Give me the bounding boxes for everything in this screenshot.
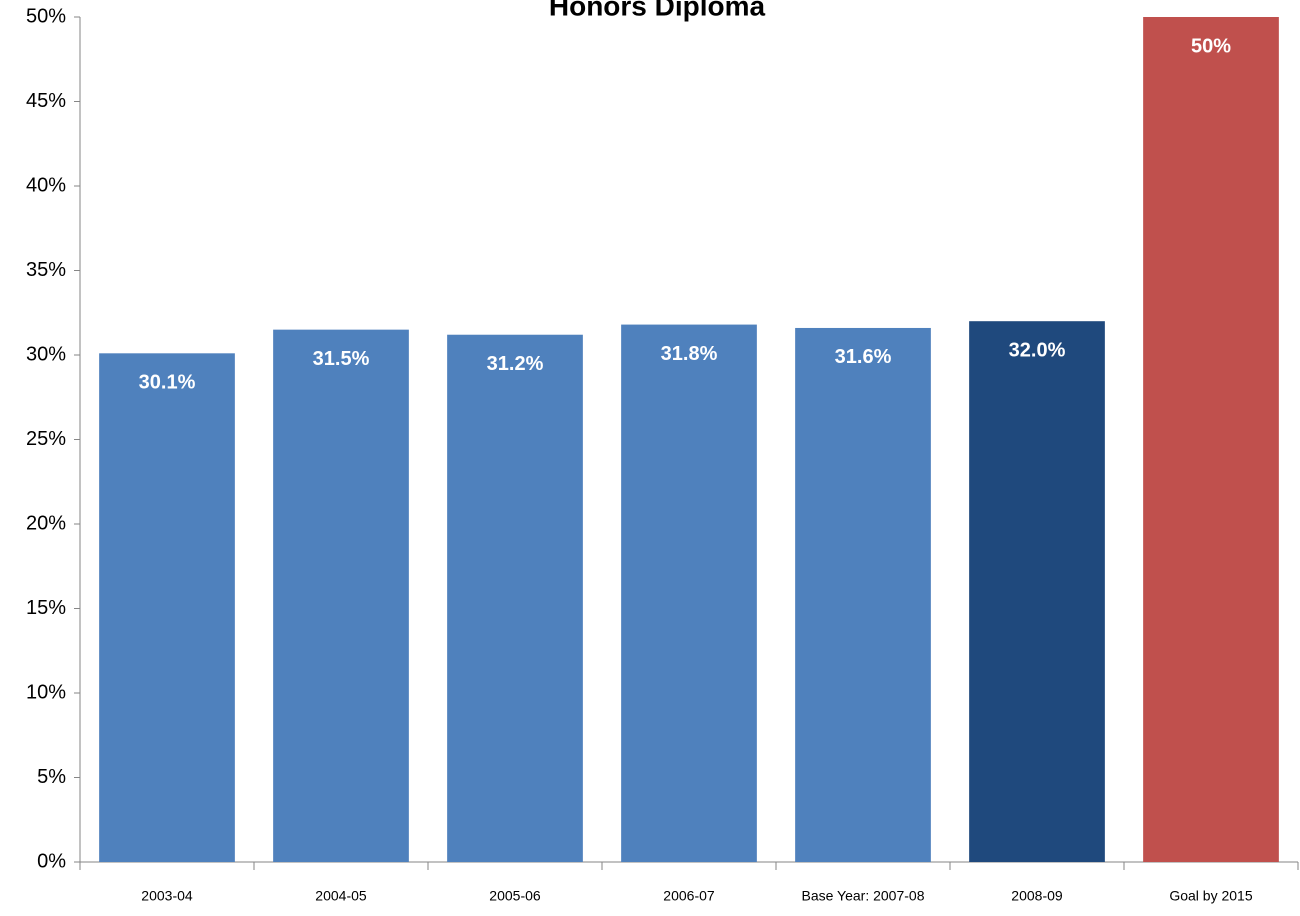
bar xyxy=(969,321,1105,862)
value-label: 50% xyxy=(1191,35,1231,57)
y-tick-label: 25% xyxy=(26,428,66,450)
bar xyxy=(447,334,583,863)
value-label: 31.8% xyxy=(661,343,718,365)
value-label: 32.0% xyxy=(1009,339,1066,361)
bar xyxy=(795,327,931,863)
y-tick-label: 30% xyxy=(26,343,66,365)
x-tick-label: Goal by 2015 xyxy=(1169,888,1252,904)
y-tick-label: 45% xyxy=(26,90,66,112)
value-label: 31.6% xyxy=(835,346,892,368)
y-tick-label: 15% xyxy=(26,597,66,619)
bar xyxy=(99,353,235,862)
x-tick-label: 2004-05 xyxy=(315,888,367,904)
bar xyxy=(1143,17,1279,862)
y-tick-label: 35% xyxy=(26,259,66,281)
x-tick-label: Base Year: 2007-08 xyxy=(802,888,925,904)
x-tick-label: 2008-09 xyxy=(1011,888,1063,904)
bar xyxy=(621,324,757,863)
y-tick-label: 50% xyxy=(26,5,66,27)
value-label: 30.1% xyxy=(139,372,196,394)
x-tick-label: 2005-06 xyxy=(489,888,541,904)
bar xyxy=(273,329,409,862)
y-tick-label: 0% xyxy=(37,850,66,872)
chart-title: Honors Diploma xyxy=(549,0,766,21)
y-tick-label: 40% xyxy=(26,174,66,196)
x-tick-label: 2006-07 xyxy=(663,888,715,904)
value-label: 31.5% xyxy=(313,348,370,370)
y-tick-label: 20% xyxy=(26,512,66,534)
value-label: 31.2% xyxy=(487,353,544,375)
x-tick-label: 2003-04 xyxy=(141,888,193,904)
y-tick-label: 10% xyxy=(26,681,66,703)
y-tick-label: 5% xyxy=(37,766,66,788)
